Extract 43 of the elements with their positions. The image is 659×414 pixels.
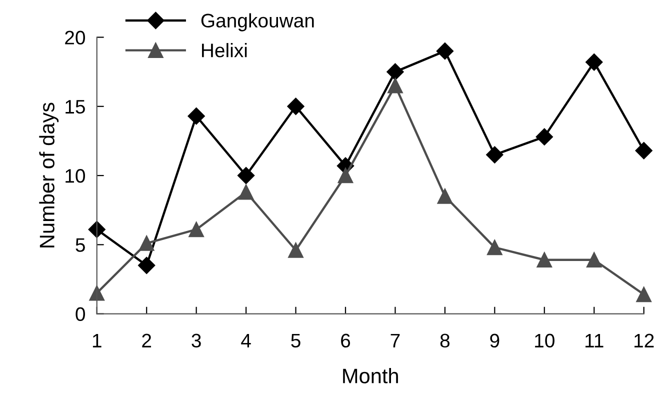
point	[487, 240, 502, 256]
point	[536, 128, 553, 146]
point	[237, 166, 255, 184]
x-tick-label: 12	[634, 334, 654, 348]
point	[88, 220, 106, 238]
point	[238, 184, 254, 200]
x-tick-label: 8	[440, 334, 450, 348]
point	[437, 188, 453, 204]
point	[188, 222, 204, 238]
point	[288, 242, 304, 258]
point	[436, 42, 454, 60]
x-tick-label: 11	[586, 334, 604, 348]
x-tick-label: 7	[390, 334, 400, 348]
point	[536, 252, 552, 268]
y-axis-title: Number of days	[39, 102, 59, 248]
point	[338, 168, 354, 184]
x-tick-label: 10	[535, 334, 554, 348]
x-tick-label: 2	[142, 334, 152, 348]
point	[486, 146, 504, 164]
x-tick-label: 6	[341, 334, 350, 348]
point	[138, 256, 156, 274]
y-tick-label: 15	[66, 100, 85, 114]
y-tick-label: 10	[66, 169, 86, 183]
point	[636, 286, 652, 302]
point	[188, 108, 205, 125]
y-tick-label: 0	[76, 307, 85, 322]
point	[388, 78, 403, 94]
x-tick-label: 1	[92, 334, 102, 348]
x-axis-title: Month	[343, 368, 398, 384]
point	[586, 252, 602, 268]
x-tick-label: 3	[192, 334, 201, 348]
x-tick-label: 5	[291, 334, 300, 348]
legend-label: Gangkouwan	[201, 13, 314, 32]
y-tick-label: 5	[76, 238, 85, 252]
x-tick-label: 4	[241, 334, 251, 348]
point	[138, 236, 154, 251]
x-tick-label: 9	[490, 334, 500, 348]
y-tick-label: 20	[65, 30, 86, 44]
point	[287, 98, 304, 115]
legend-label: Helixi	[202, 43, 247, 58]
point	[635, 142, 652, 160]
point	[586, 54, 603, 71]
point	[386, 63, 404, 80]
